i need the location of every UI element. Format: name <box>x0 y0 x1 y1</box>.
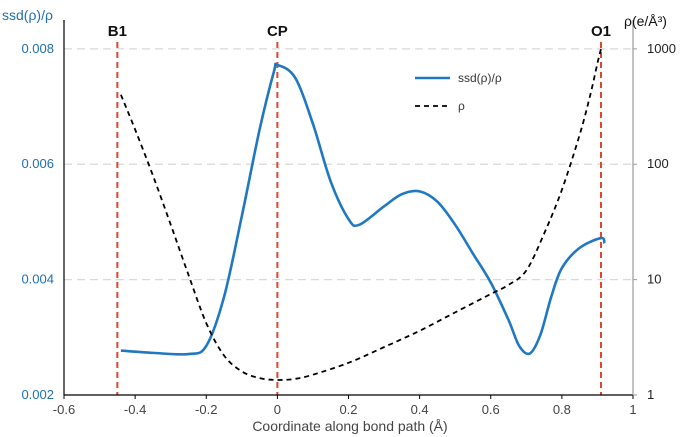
series-line-ssd <box>120 62 606 356</box>
marker-label-o1: O1 <box>591 23 611 40</box>
y-right-tick-label: 10 <box>647 272 661 287</box>
x-tick-label: 0.8 <box>553 402 571 417</box>
x-tick-label: 1 <box>629 402 636 417</box>
y-left-tick-label: 0.008 <box>21 41 54 56</box>
x-tick-label: -0.4 <box>124 402 146 417</box>
y-right-tick-label: 1000 <box>647 41 676 56</box>
legend-label-rho: ρ <box>458 99 465 113</box>
legend: ssd(ρ)/ρ ρ <box>415 71 502 113</box>
y-left-tick-label: 0.002 <box>21 387 54 402</box>
y-right-tick-label: 100 <box>647 156 669 171</box>
x-tick-label: 0.2 <box>339 402 357 417</box>
y-left-tick-label: 0.006 <box>21 156 54 171</box>
position-markers: B1 CP O1 <box>108 23 611 395</box>
y-right-tick-label: 1 <box>647 387 654 402</box>
grid <box>64 48 633 281</box>
axes <box>63 20 634 396</box>
tick-labels: -0.6 -0.4 -0.2 0 0.2 0.4 0.6 0.8 1 0.002 0.004 0.00… <box>21 41 675 417</box>
x-tick-label: 0 <box>274 402 281 417</box>
x-axis-title: Coordinate along bond path (Å) <box>252 418 447 434</box>
y-axis-left-title: ssd(ρ)/ρ <box>2 7 53 23</box>
x-tick-label: -0.2 <box>195 402 217 417</box>
y-left-tick-label: 0.004 <box>21 272 54 287</box>
marker-label-cp: CP <box>267 23 288 40</box>
series-line-rho <box>120 48 602 381</box>
x-tick-label: -0.6 <box>53 402 75 417</box>
y-axis-right-title: ρ(e/Å³) <box>624 13 667 29</box>
x-tick-label: 0.4 <box>411 402 429 417</box>
series-group <box>120 48 606 381</box>
x-tick-label: 0.6 <box>482 402 500 417</box>
legend-label-ssd: ssd(ρ)/ρ <box>458 71 502 85</box>
marker-label-b1: B1 <box>108 23 127 40</box>
